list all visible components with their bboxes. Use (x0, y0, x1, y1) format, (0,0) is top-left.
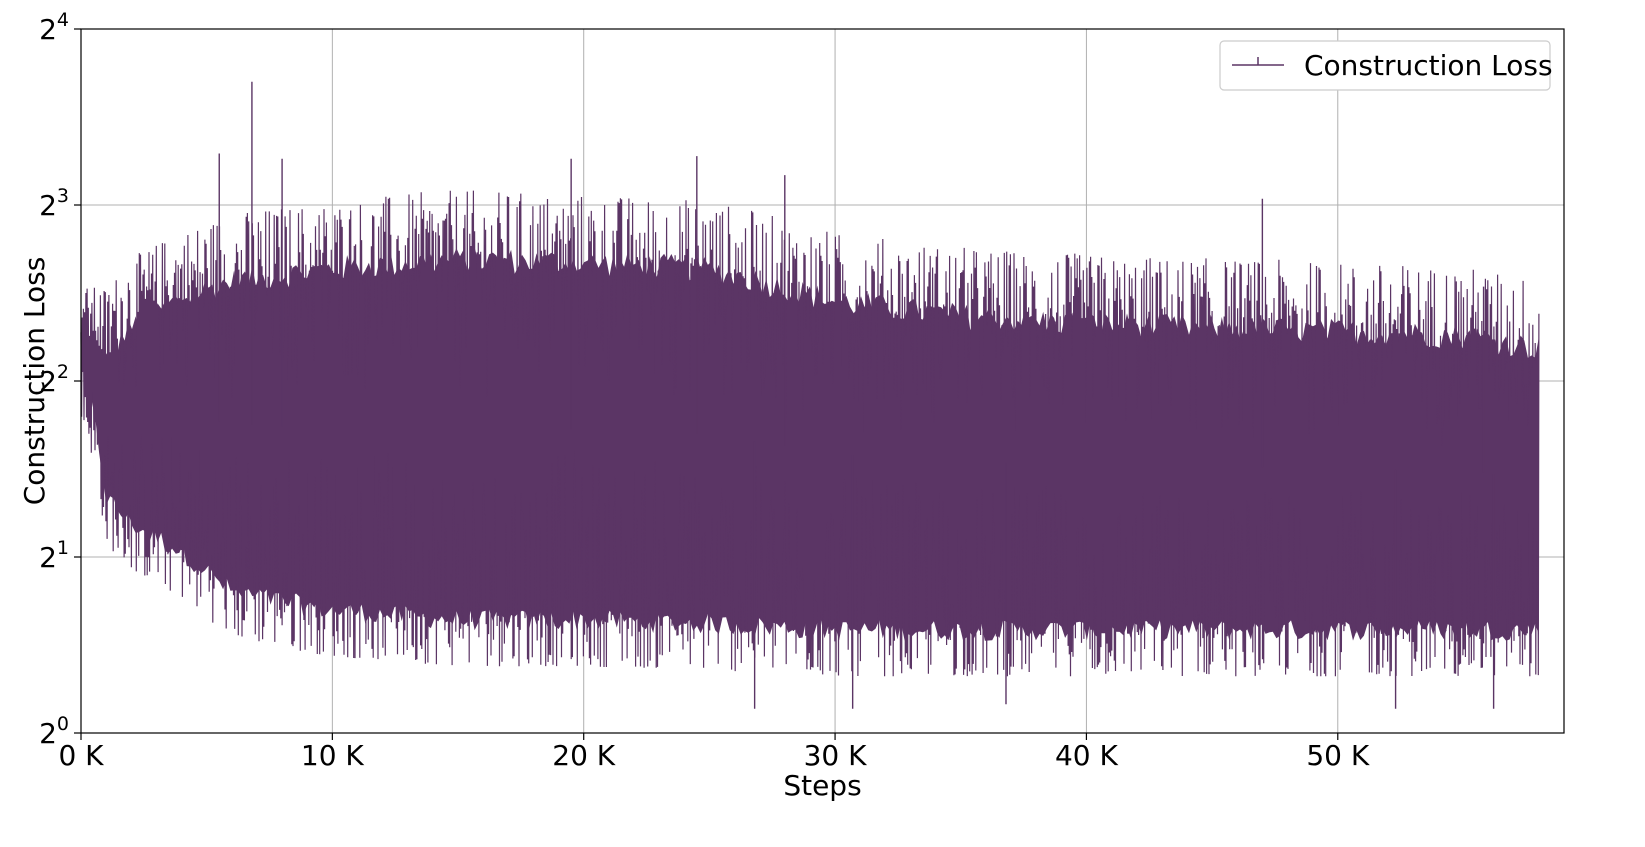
legend-label: Construction Loss (1304, 49, 1553, 82)
x-tick-label: 10 K (301, 739, 365, 772)
x-tick-label: 20 K (552, 739, 616, 772)
x-tick-label: 30 K (804, 739, 868, 772)
series-layer (80, 81, 1540, 709)
y-tick-label: 20 (39, 713, 69, 750)
x-axis-label: Steps (783, 769, 861, 802)
y-axis-ticks: 20 21 22 23 24 (39, 9, 81, 750)
loss-series-line (80, 190, 1540, 677)
x-tick-label: 40 K (1055, 739, 1119, 772)
x-tick-label: 0 K (58, 739, 104, 772)
legend: Construction Loss (1219, 40, 1553, 91)
y-tick-label: 23 (39, 185, 69, 222)
legend-box (1219, 40, 1551, 91)
y-tick-label: 24 (39, 9, 69, 46)
y-tick-label: 21 (39, 537, 69, 574)
y-axis-label: Construction Loss (18, 257, 51, 506)
x-tick-label: 50 K (1306, 739, 1370, 772)
x-axis-ticks: 0 K 10 K 20 K 30 K 40 K 50 K (58, 733, 1370, 772)
y-tick-label: 22 (39, 361, 69, 398)
